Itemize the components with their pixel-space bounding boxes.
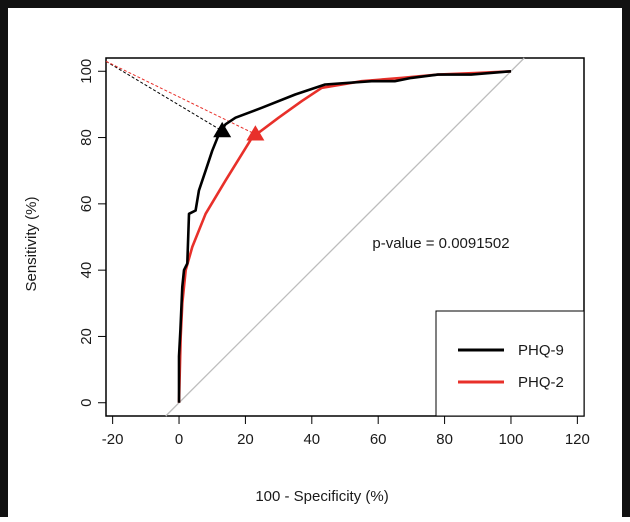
- p-value-annotation: p-value = 0.0091502: [372, 235, 509, 252]
- x-tick-label: 20: [237, 431, 254, 448]
- legend: PHQ-9 PHQ-2: [435, 310, 585, 417]
- cutoff-marker-phq9: [213, 121, 232, 138]
- y-axis-label: Sensitivity (%): [23, 196, 40, 291]
- legend-label-phq9: PHQ-9: [518, 342, 564, 359]
- legend-box: [435, 310, 585, 417]
- y-tick-label: 100: [78, 59, 95, 84]
- x-tick-label: 60: [370, 431, 387, 448]
- x-tick-label: -20: [102, 431, 124, 448]
- roc-chart: -20 0 20 40 60 80 100 120 0 20 40 60 80 100 p-value …: [23, 57, 590, 505]
- cutoff-line-phq9: [105, 60, 223, 132]
- x-tick-label: 80: [436, 431, 453, 448]
- x-tick-label: 120: [565, 431, 590, 448]
- x-axis-label: 100 - Specificity (%): [255, 488, 388, 505]
- y-tick-label: 80: [78, 129, 95, 146]
- y-tick-label: 60: [78, 196, 95, 213]
- plot-box: [105, 57, 585, 417]
- y-tick-label: 40: [78, 262, 95, 279]
- legend-label-phq2: PHQ-2: [518, 374, 564, 391]
- x-tick-label: 0: [175, 431, 183, 448]
- x-tick-label: 100: [498, 431, 523, 448]
- y-tick-label: 20: [78, 328, 95, 345]
- cutoff-line-phq2: [105, 60, 256, 135]
- y-tick-label: 0: [78, 399, 95, 407]
- cutoff-marker-phq2: [246, 125, 265, 141]
- x-tick-label: 40: [303, 431, 320, 448]
- reference-diagonal: [165, 57, 525, 417]
